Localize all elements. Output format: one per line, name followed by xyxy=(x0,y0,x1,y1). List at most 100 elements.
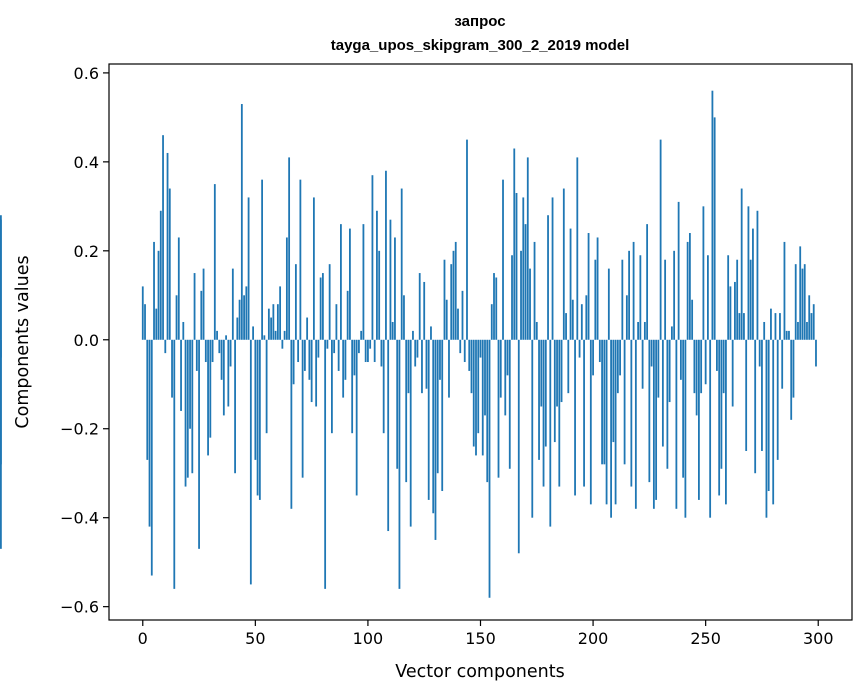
bar-129 xyxy=(432,339,435,514)
bar-207 xyxy=(607,268,610,340)
bar-278 xyxy=(767,339,770,492)
bar-296 xyxy=(808,295,811,340)
bar-86 xyxy=(335,304,338,340)
bar-140 xyxy=(457,308,459,340)
bar-98 xyxy=(362,224,365,340)
bar-231 xyxy=(661,339,664,447)
bar-276 xyxy=(763,321,766,340)
bar-4 xyxy=(150,339,153,576)
bar-294 xyxy=(803,264,806,340)
bar-108 xyxy=(385,170,387,340)
chart-title: запрос xyxy=(454,13,505,30)
bar-52 xyxy=(258,339,261,500)
bar-72 xyxy=(303,339,306,371)
bar-41 xyxy=(234,339,236,474)
bar-184 xyxy=(556,339,558,407)
bar-188 xyxy=(565,313,567,340)
bar-145 xyxy=(468,339,471,371)
bar-153 xyxy=(486,339,489,483)
bar-28 xyxy=(204,339,207,363)
bar-206 xyxy=(605,339,608,505)
x-tick-label-0: 0 xyxy=(138,629,148,648)
bar-78 xyxy=(317,339,320,358)
bar-171 xyxy=(526,157,529,340)
bar-198 xyxy=(587,233,590,340)
bar-168 xyxy=(520,250,522,340)
bar-35 xyxy=(220,339,223,380)
bar-133 xyxy=(441,339,444,492)
bar-152 xyxy=(484,339,486,416)
bar-169 xyxy=(522,197,525,340)
bar-112 xyxy=(394,237,396,340)
bar-107 xyxy=(382,339,385,434)
bar-79 xyxy=(319,277,322,340)
bar-205 xyxy=(603,339,606,465)
bar-61 xyxy=(279,286,282,340)
bar-212 xyxy=(619,339,621,376)
bar-220 xyxy=(637,321,640,340)
y-tick-label-4: 0.2 xyxy=(74,242,99,261)
bar-199 xyxy=(589,339,592,505)
x-tick-label-250: 250 xyxy=(690,629,721,648)
bar-299 xyxy=(815,339,817,367)
bar-232 xyxy=(664,259,667,340)
bar-48 xyxy=(249,339,252,585)
bar-170 xyxy=(524,224,527,340)
bar-80 xyxy=(321,273,324,340)
bar-146 xyxy=(470,339,473,394)
bar-261 xyxy=(729,286,732,340)
bar-295 xyxy=(806,321,808,340)
bar-186 xyxy=(560,339,563,403)
bar-88 xyxy=(340,224,342,340)
bar-193 xyxy=(576,157,579,340)
x-tick-label-150: 150 xyxy=(465,629,496,648)
bar-224 xyxy=(646,224,649,340)
bar-71 xyxy=(301,339,304,478)
bar-77 xyxy=(315,339,318,407)
bar-245 xyxy=(693,339,696,394)
bar-185 xyxy=(558,339,561,487)
bar-244 xyxy=(691,299,694,340)
bar-167 xyxy=(517,339,520,554)
bar-128 xyxy=(430,326,432,340)
bar-33 xyxy=(216,330,218,340)
y-tick-label-2: −0.2 xyxy=(60,420,99,439)
bar-290 xyxy=(794,264,797,340)
bar-117 xyxy=(405,339,408,483)
y-tick-label-0: −0.6 xyxy=(60,598,99,617)
bar-260 xyxy=(727,255,730,340)
bar-225 xyxy=(648,339,651,483)
bar-49 xyxy=(252,326,254,340)
bar-236 xyxy=(673,250,676,340)
bar-95 xyxy=(355,339,358,496)
bar-249 xyxy=(702,206,705,340)
bar-36 xyxy=(222,339,225,416)
bar-270 xyxy=(749,259,752,340)
bar-109 xyxy=(387,339,390,532)
bar-166 xyxy=(515,192,518,340)
bar-3 xyxy=(148,339,151,527)
bar-21 xyxy=(189,339,191,429)
bar-172 xyxy=(529,268,531,340)
bar-100 xyxy=(367,339,369,363)
bar-275 xyxy=(761,339,763,451)
bar-192 xyxy=(574,339,576,496)
y-tick-label-5: 0.4 xyxy=(74,153,99,172)
bar-202 xyxy=(596,237,599,340)
bar-102 xyxy=(371,175,374,340)
bar-105 xyxy=(378,250,381,340)
bar-44 xyxy=(240,104,243,340)
bar-209 xyxy=(612,339,615,443)
bar-67 xyxy=(292,339,295,385)
bar-46 xyxy=(245,286,248,340)
bar-180 xyxy=(547,215,549,340)
bar-156 xyxy=(493,273,495,340)
bar-83 xyxy=(328,264,331,340)
bar-178 xyxy=(542,339,545,487)
bar-34 xyxy=(218,339,221,354)
bar-73 xyxy=(306,317,309,340)
bar-291 xyxy=(797,321,799,340)
bar-159 xyxy=(499,339,502,398)
bar-131 xyxy=(436,339,439,474)
bar-233 xyxy=(666,339,669,469)
